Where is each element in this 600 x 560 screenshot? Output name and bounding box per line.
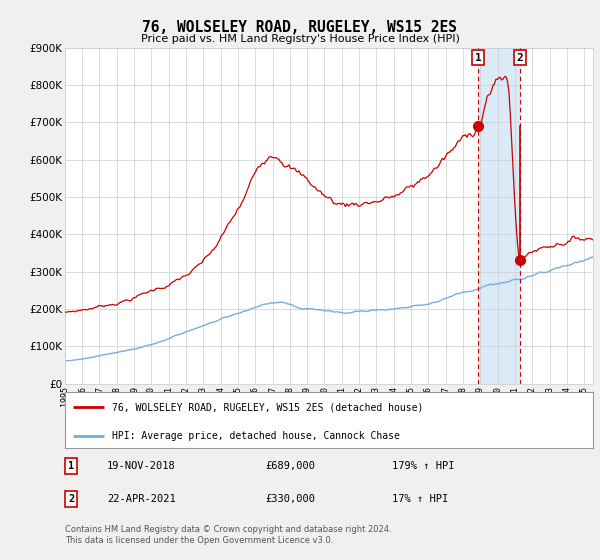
Text: £330,000: £330,000 [265, 494, 316, 504]
Text: 1: 1 [475, 53, 482, 63]
Text: Price paid vs. HM Land Registry's House Price Index (HPI): Price paid vs. HM Land Registry's House … [140, 34, 460, 44]
Text: 1: 1 [68, 460, 74, 470]
Text: 76, WOLSELEY ROAD, RUGELEY, WS15 2ES: 76, WOLSELEY ROAD, RUGELEY, WS15 2ES [143, 20, 458, 35]
Text: 2: 2 [68, 494, 74, 504]
Text: 76, WOLSELEY ROAD, RUGELEY, WS15 2ES (detached house): 76, WOLSELEY ROAD, RUGELEY, WS15 2ES (de… [112, 402, 424, 412]
Text: 22-APR-2021: 22-APR-2021 [107, 494, 176, 504]
Text: 2: 2 [517, 53, 523, 63]
Text: HPI: Average price, detached house, Cannock Chase: HPI: Average price, detached house, Cann… [112, 431, 400, 441]
Text: 179% ↑ HPI: 179% ↑ HPI [392, 460, 455, 470]
Text: 19-NOV-2018: 19-NOV-2018 [107, 460, 176, 470]
Text: £689,000: £689,000 [265, 460, 316, 470]
Bar [478, 48, 520, 384]
Text: 17% ↑ HPI: 17% ↑ HPI [392, 494, 448, 504]
Text: Contains HM Land Registry data © Crown copyright and database right 2024.
This d: Contains HM Land Registry data © Crown c… [65, 525, 391, 545]
